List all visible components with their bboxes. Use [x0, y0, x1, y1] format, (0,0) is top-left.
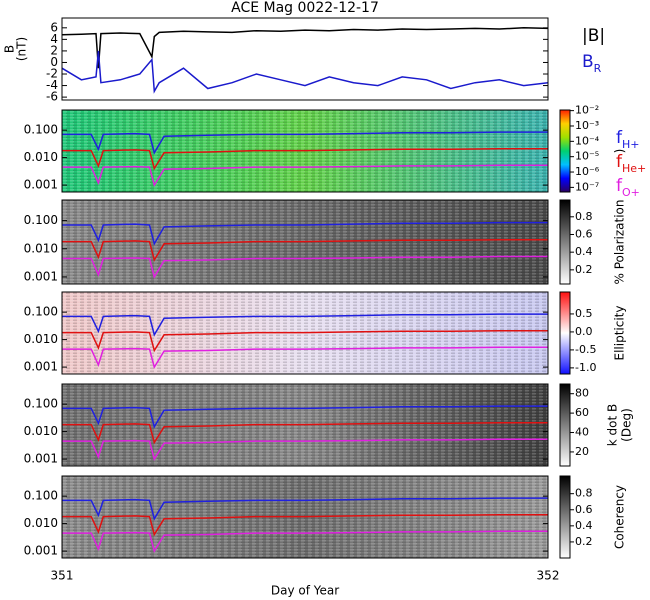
legend-label: fH+	[616, 128, 640, 151]
y-tick-label: 0.001	[24, 269, 58, 283]
series-line	[62, 405, 548, 429]
colorbar-tick-label: 10⁻⁷	[575, 180, 599, 193]
legend-label: fHe+	[616, 152, 646, 175]
y-tick-label: 0.100	[24, 305, 58, 319]
colorbar-tick-label: -1.0	[575, 361, 596, 374]
colorbar-tick-label: 80	[575, 387, 589, 400]
y-tick-label: 0.010	[24, 516, 58, 530]
y-tick-label: 6	[50, 20, 58, 34]
y-tick-label: 0.001	[24, 544, 58, 558]
y-tick-label: -6	[46, 90, 58, 104]
legend-label: fO+	[616, 176, 640, 199]
series-line	[62, 329, 548, 353]
x-tick-label: 351	[51, 569, 74, 583]
series-line	[62, 313, 548, 337]
chart-title: ACE Mag 0022-12-17	[231, 0, 379, 16]
colorbar	[559, 199, 571, 285]
colorbar	[559, 109, 571, 193]
x-tick-label: 352	[537, 569, 560, 583]
y-tick-label: 0.100	[24, 397, 58, 411]
y-tick-label: 0.010	[24, 150, 58, 164]
plot-frame	[61, 291, 549, 375]
series-line	[62, 221, 548, 246]
y-tick-label: 2	[50, 43, 58, 57]
colorbar-label: Coherency	[613, 485, 627, 549]
y-axis-label: B	[3, 45, 17, 53]
y-tick-label: 0.100	[24, 213, 58, 227]
colorbar-label: k dot B	[606, 404, 620, 446]
series-line	[62, 238, 548, 262]
x-axis-label: Day of Year	[271, 584, 339, 598]
y-tick-label: 0.001	[24, 452, 58, 466]
colorbar-label: % Polarization	[613, 200, 627, 285]
colorbar-label: )	[613, 149, 627, 154]
series-line	[62, 27, 548, 69]
y-tick-label: 4	[50, 32, 58, 46]
series-line	[62, 438, 548, 461]
y-tick-label: 0.010	[24, 241, 58, 255]
colorbar-tick-label: 20	[575, 445, 589, 458]
y-tick-label: 0.010	[24, 332, 58, 346]
series-line	[62, 255, 548, 279]
series-line	[62, 164, 548, 187]
colorbar	[559, 475, 571, 559]
series-line	[62, 50, 548, 94]
plot-frame	[61, 199, 549, 285]
series-line	[62, 147, 548, 171]
y-tick-label: -2	[46, 67, 58, 81]
colorbar-tick-label: 0.6	[575, 503, 593, 516]
colorbar-tick-label: 0.0	[575, 325, 593, 338]
colorbar-tick-label: 0.6	[575, 227, 593, 240]
series-line	[62, 513, 548, 537]
colorbar-tick-label: 10⁻⁶	[575, 165, 600, 178]
series-line	[62, 421, 548, 445]
colorbar-tick-label: 0.4	[575, 245, 593, 258]
plot-frame	[61, 475, 549, 559]
plot-frame	[61, 17, 549, 101]
colorbar-tick-label: 10⁻⁴	[575, 134, 600, 147]
y-tick-label: 0.010	[24, 424, 58, 438]
y-tick-label: -4	[46, 78, 58, 92]
plot-frame	[61, 109, 549, 193]
colorbar-tick-label: -0.5	[575, 343, 596, 356]
colorbar-tick-label: 0.2	[575, 535, 593, 548]
legend-label: BR	[582, 52, 602, 75]
colorbar-tick-label: 60	[575, 406, 589, 419]
colorbar-tick-label: 10⁻²	[575, 104, 599, 117]
y-axis-label: (nT)	[15, 37, 29, 61]
series-line	[62, 530, 548, 553]
colorbar-tick-label: 0.8	[575, 487, 593, 500]
colorbar-label: Ellipticity	[613, 306, 627, 361]
series-line	[62, 131, 548, 155]
y-tick-label: 0.100	[24, 123, 58, 137]
colorbar-tick-label: 10⁻⁵	[575, 150, 599, 163]
colorbar-label: (Deg)	[620, 408, 634, 442]
colorbar-tick-label: 0.8	[575, 210, 593, 223]
colorbar-tick-label: 10⁻³	[575, 119, 599, 132]
series-line	[62, 346, 548, 369]
y-tick-label: 0	[50, 55, 58, 69]
colorbar	[559, 383, 571, 467]
colorbar-tick-label: 0.5	[575, 307, 593, 320]
colorbar	[559, 291, 571, 375]
colorbar-tick-label: 0.2	[575, 263, 593, 276]
colorbar-tick-label: 0.4	[575, 519, 593, 532]
y-tick-label: 0.100	[24, 489, 58, 503]
y-tick-label: 0.001	[24, 360, 58, 374]
y-tick-label: 0.001	[24, 178, 58, 192]
legend-label: |B|	[582, 26, 605, 46]
plot-frame	[61, 383, 549, 467]
series-line	[62, 497, 548, 521]
colorbar-tick-label: 40	[575, 426, 589, 439]
